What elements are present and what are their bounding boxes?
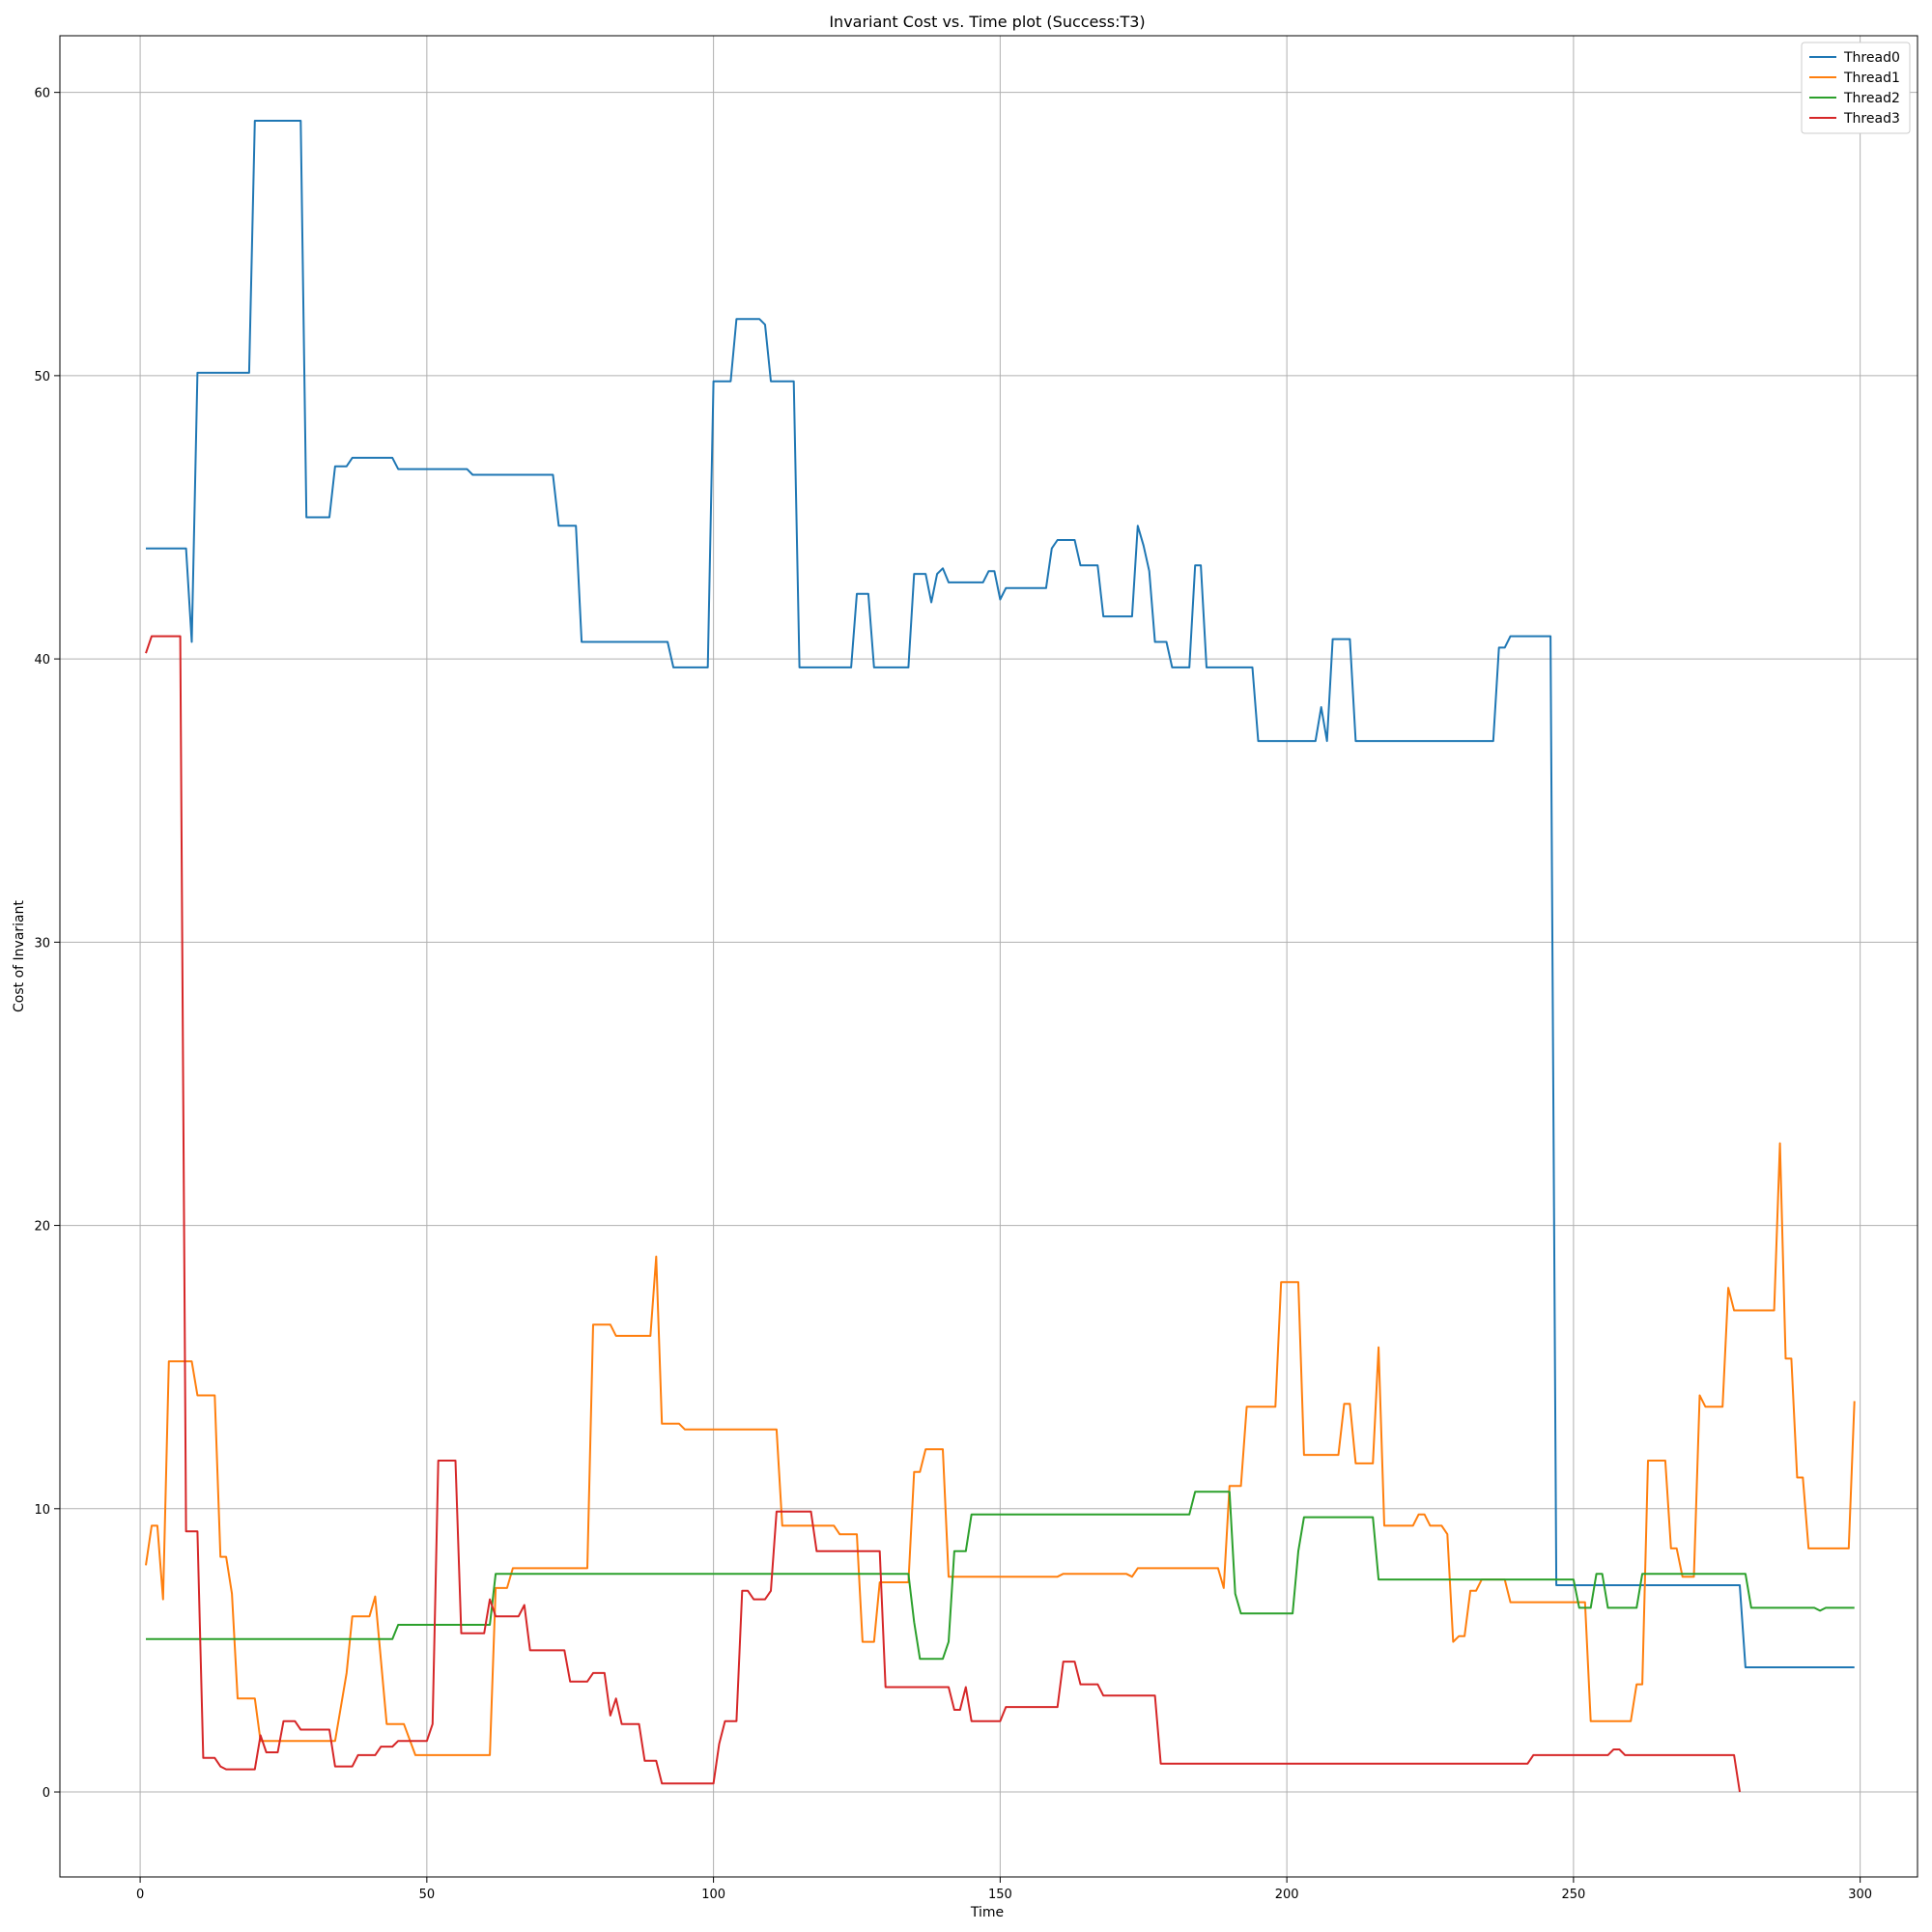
y-tick-label: 10 — [34, 1503, 50, 1518]
legend-label-thread3: Thread3 — [1843, 111, 1900, 127]
legend-label-thread1: Thread1 — [1843, 71, 1900, 86]
y-tick-label: 60 — [34, 87, 50, 101]
legend-label-thread0: Thread0 — [1843, 50, 1900, 66]
grid — [60, 36, 1918, 1877]
series-line-thread1 — [145, 1142, 1856, 1756]
y-axis-label: Cost of Invariant — [12, 900, 27, 1012]
chart-title: Invariant Cost vs. Time plot (Success:T3… — [829, 13, 1145, 31]
legend-frame — [1801, 42, 1911, 134]
series-group — [145, 120, 1856, 1793]
y-tick-label: 40 — [34, 653, 50, 668]
x-tick-label: 0 — [136, 1888, 144, 1902]
x-axis-label: Time — [970, 1905, 1004, 1920]
series-line-thread3 — [145, 635, 1741, 1793]
plot-area-frame — [59, 35, 1918, 1878]
x-tick-label: 100 — [701, 1888, 725, 1902]
legend: Thread0 Thread1 Thread2 Thread3 — [1801, 42, 1911, 134]
legend-label-thread2: Thread2 — [1843, 91, 1900, 106]
series-line-thread0 — [146, 120, 1855, 1668]
x-tick-label: 300 — [1848, 1888, 1872, 1902]
x-tick-label: 150 — [988, 1888, 1012, 1902]
series-line-thread2 — [146, 1491, 1855, 1661]
y-tick-label: 30 — [34, 936, 50, 951]
x-tick-label: 250 — [1561, 1888, 1585, 1902]
x-tick-label: 50 — [419, 1888, 436, 1902]
ticks: 0 50 100 150 200 250 300 0 10 20 30 40 50 60 — [34, 87, 1872, 1902]
y-tick-label: 0 — [43, 1786, 50, 1801]
y-tick-label: 50 — [34, 370, 50, 384]
y-tick-label: 20 — [34, 1220, 50, 1235]
x-tick-label: 200 — [1275, 1888, 1299, 1902]
